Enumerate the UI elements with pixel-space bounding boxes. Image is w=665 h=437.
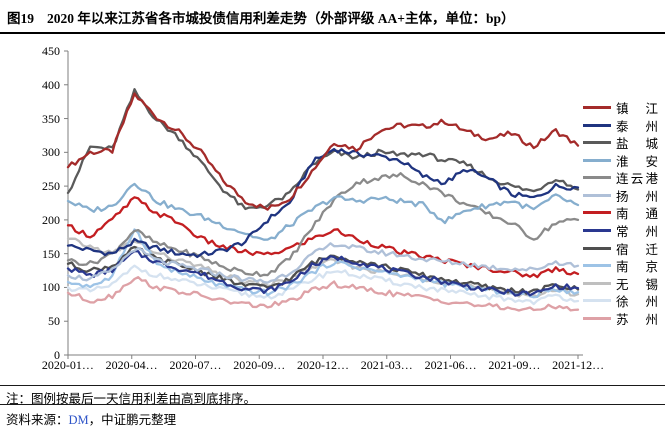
line-swatch-icon xyxy=(583,158,611,162)
x-tick-label: 2020-12… xyxy=(297,358,350,372)
legend-label: 盐城 xyxy=(616,137,658,152)
chart-legend: 镇江 泰州 盐城 淮安 连云港 扬州 南通 常州 宿迁 南京 无锡 徐州 苏州 xyxy=(583,100,658,327)
x-tick-label: 2020-07… xyxy=(169,358,222,372)
x-tick-label: 2021-06… xyxy=(424,358,477,372)
source-prefix: 资料来源： xyxy=(6,413,69,427)
legend-label: 无锡 xyxy=(616,277,658,292)
line-swatch-icon xyxy=(583,123,611,127)
source-row: 资料来源：DM，中证鹏元整理 xyxy=(6,409,176,428)
legend-label: 镇江 xyxy=(616,102,658,116)
line-swatch-icon xyxy=(583,316,611,320)
y-tick-label: 150 xyxy=(42,246,60,261)
line-swatch-icon xyxy=(583,193,611,197)
x-tick-label: 2020-09… xyxy=(233,358,286,372)
legend-item-huaian: 淮安 xyxy=(583,153,658,169)
legend-item-yancheng: 盐城 xyxy=(583,135,658,152)
legend-label: 连云港 xyxy=(616,172,658,187)
legend-item-changzhou: 常州 xyxy=(583,223,658,240)
legend-label: 扬州 xyxy=(616,189,658,204)
note-divider-rule-bottom xyxy=(0,404,665,405)
legend-label: 南通 xyxy=(616,207,658,222)
line-swatch-icon xyxy=(583,229,611,233)
x-tick-label: 2021-03… xyxy=(360,358,413,372)
legend-label: 宿迁 xyxy=(616,242,658,257)
figure-title: 图19 2020 年以来江苏省各市城投债信用利差走势（外部评级 AA+主体，单位：… xyxy=(7,7,514,27)
line-swatch-icon xyxy=(583,246,611,250)
figure-number-label: 图19 xyxy=(7,11,34,26)
line-swatch-icon xyxy=(583,176,611,180)
line-swatch-icon xyxy=(583,281,611,285)
y-axis-tick-labels: 450 400 350 300 250 200 150 100 50 0 xyxy=(20,43,60,363)
y-tick-label: 100 xyxy=(42,280,60,295)
title-divider-rule xyxy=(0,32,665,34)
legend-item-yangzhou: 扬州 xyxy=(583,188,658,204)
legend-item-suzhou: 苏州 xyxy=(583,311,658,327)
line-swatch-icon xyxy=(583,211,611,215)
source-link-dm[interactable]: DM xyxy=(68,413,89,427)
line-swatch-icon xyxy=(583,141,611,145)
legend-label: 常州 xyxy=(616,225,658,240)
x-tick-label: 2020-04… xyxy=(105,358,158,372)
line-swatch-icon xyxy=(583,106,611,109)
legend-label: 泰州 xyxy=(616,119,658,134)
y-tick-label: 0 xyxy=(54,347,60,362)
chart-note: 注：图例按最后一天信用利差由高到底排序。 xyxy=(6,392,257,406)
x-axis-tick-labels: 2020-01… 2020-04… 2020-07… 2020-09… 2020… xyxy=(36,358,610,373)
y-tick-label: 350 xyxy=(42,111,60,126)
legend-item-nanjing: 南京 xyxy=(583,258,658,275)
x-tick-label: 2020-01… xyxy=(41,358,94,372)
line-swatch-icon xyxy=(583,264,611,268)
y-tick-label: 450 xyxy=(42,44,60,58)
note-divider-rule-top xyxy=(0,385,665,386)
legend-label: 苏州 xyxy=(616,312,658,327)
y-tick-label: 400 xyxy=(42,77,60,92)
figure-title-text: 2020 年以来江苏省各市城投债信用利差走势（外部评级 AA+主体，单位：bp） xyxy=(47,11,515,26)
legend-item-nantong: 南通 xyxy=(583,205,658,222)
legend-label: 淮安 xyxy=(616,154,658,169)
legend-label: 徐州 xyxy=(616,295,658,310)
source-suffix: ，中证鹏元整理 xyxy=(88,413,177,427)
legend-item-taizhou: 泰州 xyxy=(583,118,658,134)
y-tick-label: 300 xyxy=(42,145,60,160)
legend-label: 南京 xyxy=(616,260,658,275)
legend-item-zhenjiang: 镇江 xyxy=(583,100,658,116)
y-tick-label: 50 xyxy=(48,314,60,329)
legend-item-lianyungang: 连云港 xyxy=(583,170,658,187)
y-tick-label: 250 xyxy=(42,179,60,194)
x-tick-label: 2021-12… xyxy=(552,358,605,372)
legend-item-suqian: 宿迁 xyxy=(583,241,658,257)
legend-item-wuxi: 无锡 xyxy=(583,276,658,292)
x-tick-label: 2021-09… xyxy=(488,358,541,372)
legend-item-xuzhou: 徐州 xyxy=(583,293,658,310)
y-tick-label: 200 xyxy=(42,212,60,227)
line-swatch-icon xyxy=(583,299,611,303)
